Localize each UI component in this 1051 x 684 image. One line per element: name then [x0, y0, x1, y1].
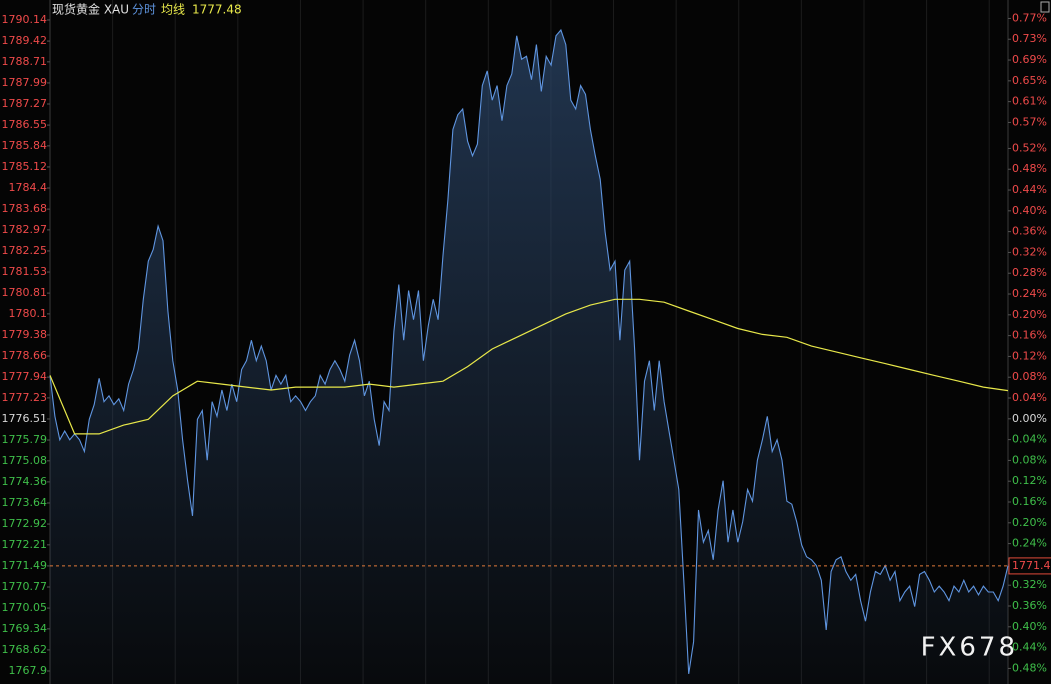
legend-price: 分时	[132, 3, 156, 17]
y-tick-label: 1779.38	[2, 328, 48, 341]
corner-icon[interactable]	[1040, 1, 1050, 13]
y2-tick-label: 0.52%	[1012, 141, 1047, 154]
chart-title: 现货黄金 XAU	[52, 2, 129, 17]
y2-tick-label: 0.24%	[1012, 287, 1047, 300]
y2-tick-label: 0.12%	[1012, 474, 1047, 487]
y-tick-label: 1785.84	[2, 139, 48, 152]
y2-tick-label: 0.20%	[1012, 308, 1047, 321]
y-tick-label: 1777.23	[2, 391, 48, 404]
y2-tick-label: 0.08%	[1012, 453, 1047, 466]
y-tick-label: 1771.49	[2, 559, 48, 572]
price-line	[49, 28, 1009, 674]
y2-tick-label: 0.28%	[1012, 266, 1047, 279]
y-tick-label: 1785.12	[2, 160, 48, 173]
y-tick-label: 1780.1	[9, 307, 48, 320]
y-tick-label: 1784.4	[9, 181, 48, 194]
last-price-box	[1008, 557, 1051, 575]
y-tick-label: 1777.94	[2, 370, 48, 383]
legend-average: 均线	[161, 3, 185, 17]
y2-tick-label: 0.36%	[1012, 599, 1047, 612]
watermark: FX678	[921, 633, 1018, 663]
y2-tick-label: 0.40%	[1012, 620, 1047, 633]
y2-tick-label: 0.16%	[1012, 495, 1047, 508]
y2-tick-label: 0.20%	[1012, 516, 1047, 529]
y-tick-label: 1770.05	[2, 601, 48, 614]
y2-tick-label: 0.73%	[1012, 32, 1047, 45]
y2-tick-label: 0.61%	[1012, 95, 1047, 108]
y2-tick-label: 0.48%	[1012, 162, 1047, 175]
y-tick-label: 1790.14	[2, 13, 48, 26]
y-tick-label: 1787.99	[2, 76, 48, 89]
price-area	[50, 30, 1008, 684]
y-tick-label: 1776.51	[2, 412, 48, 425]
y-tick-label: 1769.34	[2, 622, 48, 635]
y2-tick-label: 0.44%	[1012, 183, 1047, 196]
legend-average-value: 1777.48	[192, 3, 242, 17]
y2-tick-label: 0.16%	[1012, 329, 1047, 342]
y-tick-label: 1775.79	[2, 433, 48, 446]
y2-tick-label: 0.44%	[1012, 641, 1047, 654]
y2-tick-label: 0.04%	[1012, 433, 1047, 446]
y2-tick-label: 0.24%	[1012, 537, 1047, 550]
y2-tick-label: 0.69%	[1012, 53, 1047, 66]
y-tick-label: 1772.21	[2, 538, 48, 551]
y-tick-label: 1778.66	[2, 349, 48, 362]
last-price-tag: 1771.49	[1008, 557, 1051, 575]
y2-tick-label: 0.36%	[1012, 225, 1047, 238]
y-tick-label: 1768.62	[2, 643, 48, 656]
average-line	[49, 298, 1009, 435]
y2-tick-label: 0.48%	[1012, 661, 1047, 674]
y-tick-label: 1783.68	[2, 202, 48, 215]
y-tick-label: 1789.42	[2, 34, 48, 47]
y-tick-label: 1773.64	[2, 496, 48, 509]
y-tick-label: 1781.53	[2, 265, 48, 278]
y2-tick-label: 0.57%	[1012, 115, 1047, 128]
y2-tick-label: 0.77%	[1012, 11, 1047, 24]
y-tick-label: 1775.08	[2, 454, 48, 467]
y-tick-label: 1786.55	[2, 118, 48, 131]
y-tick-label: 1787.27	[2, 97, 48, 110]
y-tick-label: 1782.97	[2, 223, 48, 236]
y2-tick-label: 0.40%	[1012, 204, 1047, 217]
y2-tick-label: 0.32%	[1012, 578, 1047, 591]
y2-tick-label: 0.04%	[1012, 391, 1047, 404]
y-tick-label: 1772.92	[2, 517, 48, 530]
y2-tick-label: 0.65%	[1012, 74, 1047, 87]
y-tick-label: 1782.25	[2, 244, 48, 257]
y2-tick-label: 0.08%	[1012, 370, 1047, 383]
plot: 1790.14 1789.42 1788.71 1787.99 1787.27 1786.…	[2, 11, 1051, 684]
y-tick-label: 1774.36	[2, 475, 48, 488]
y2-tick-label: 0.00%	[1012, 412, 1047, 425]
y2-tick-label: 0.32%	[1012, 245, 1047, 258]
y-tick-label: 1780.81	[2, 286, 48, 299]
y-tick-label: 1770.77	[2, 580, 48, 593]
y-tick-label: 1788.71	[2, 55, 48, 68]
y2-tick-label: 0.12%	[1012, 349, 1047, 362]
y-tick-label: 1767.9	[9, 664, 48, 677]
last-price-label: 1771.49	[1012, 559, 1051, 572]
